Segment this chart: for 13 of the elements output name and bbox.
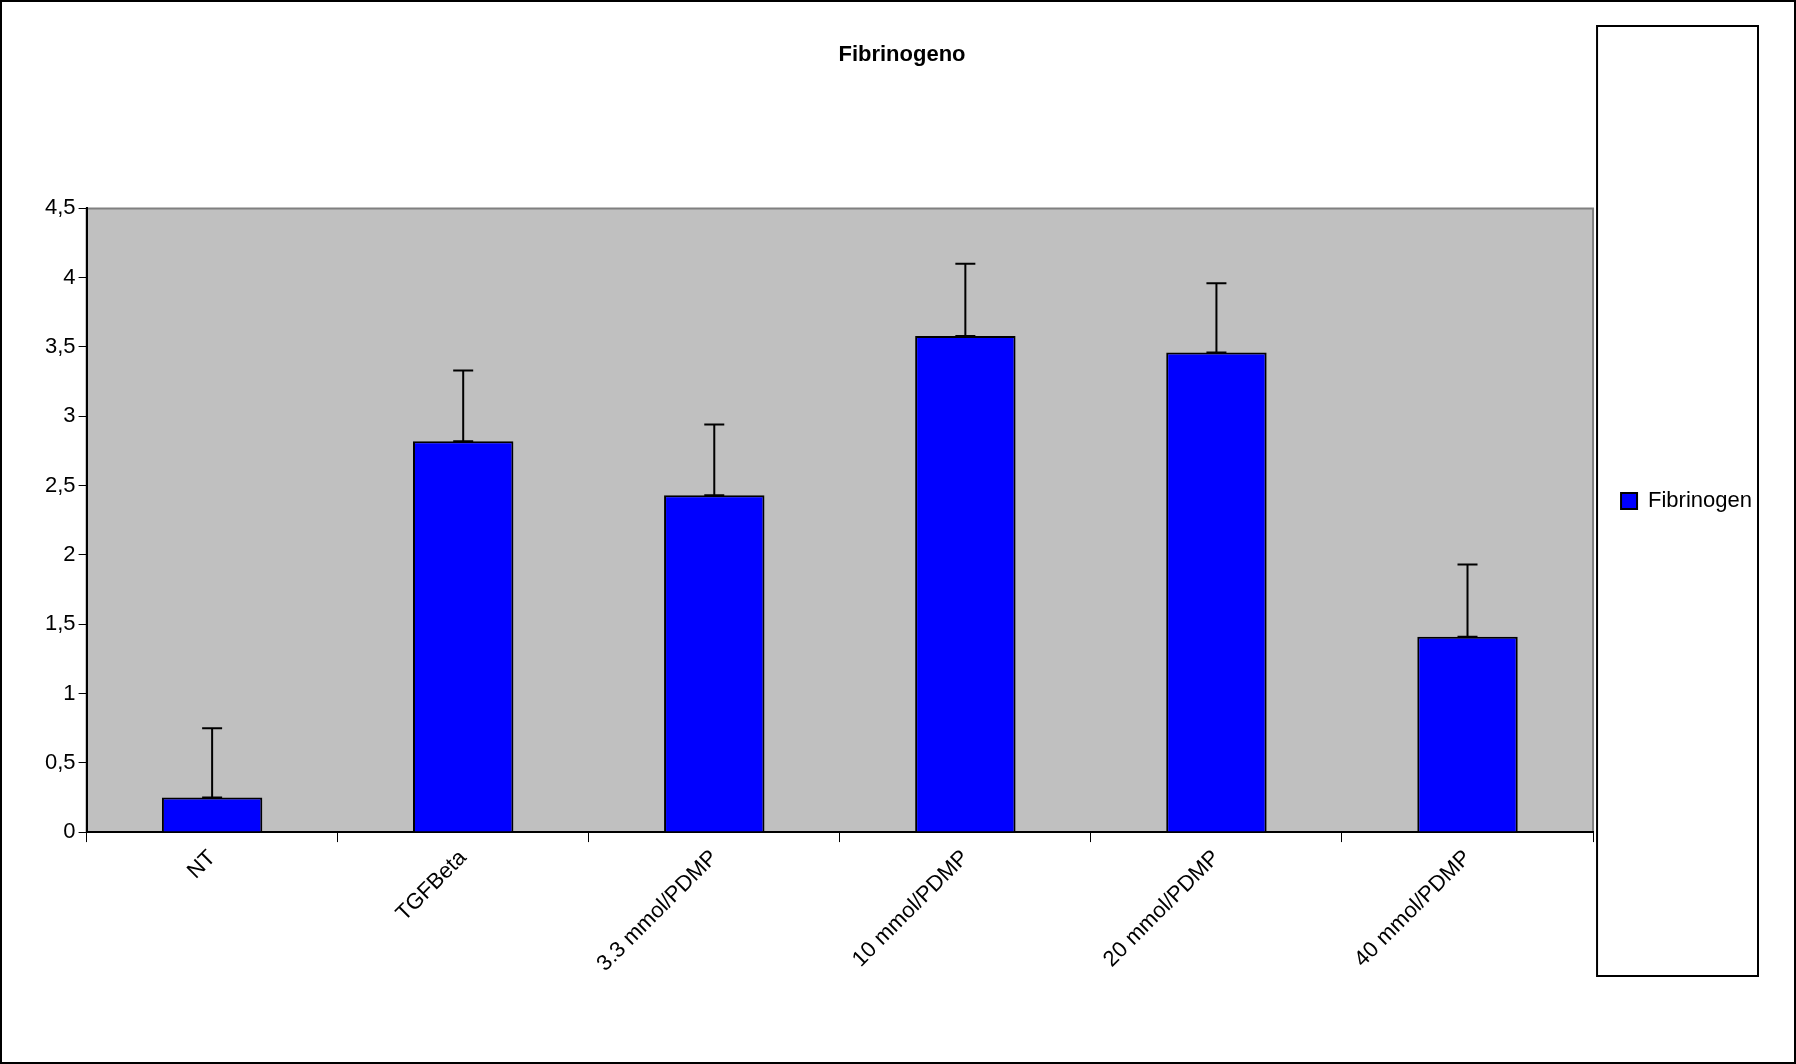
y-tick-label: 1	[63, 679, 76, 705]
y-tick-label: 4	[63, 263, 76, 289]
y-tick-label: 2,5	[44, 471, 76, 497]
legend-label: Fibrinogen	[1648, 487, 1752, 513]
y-tick-label: 0,5	[44, 748, 76, 774]
y-tick-label: 0	[63, 818, 76, 844]
y-tick-label: 4,5	[44, 194, 76, 220]
y-tick-label: 3,5	[44, 333, 76, 359]
y-tick-label: 3	[63, 402, 76, 428]
y-tick-label: 2	[63, 540, 76, 566]
chart-title: Fibrinogeno	[838, 41, 966, 67]
y-tick-label: 1,5	[44, 610, 76, 636]
x-tick-label: NT	[181, 844, 220, 883]
